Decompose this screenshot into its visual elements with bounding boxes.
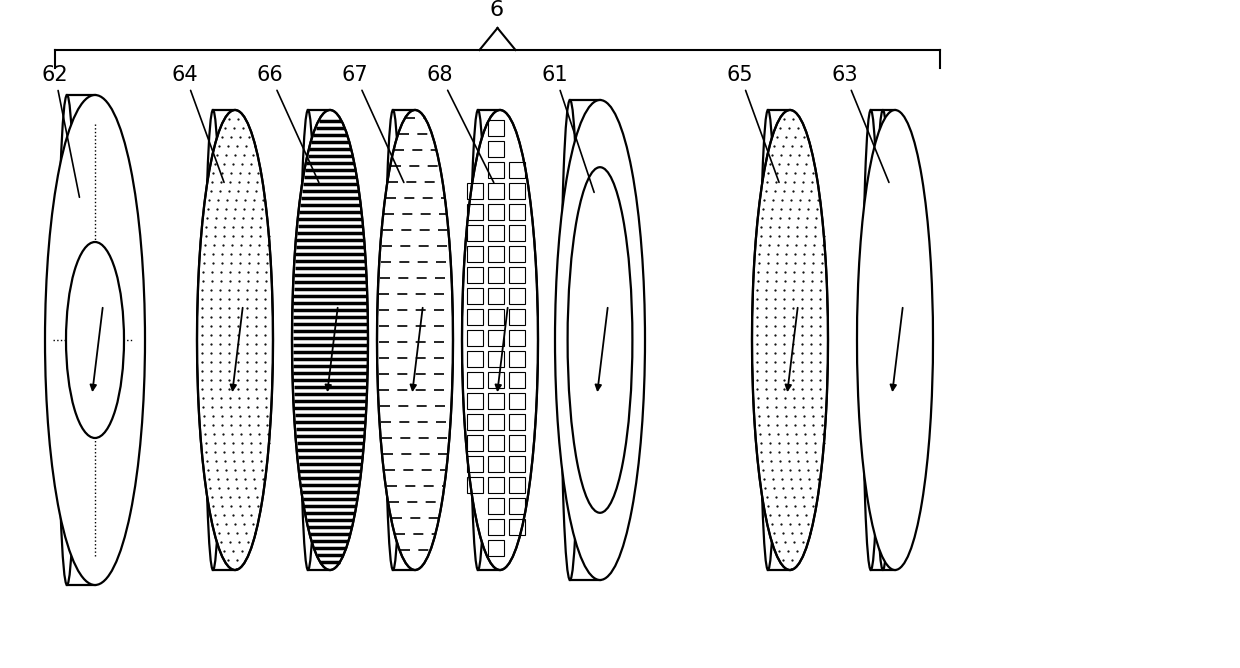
Bar [489, 519, 503, 535]
Bar [489, 540, 503, 556]
Bar [489, 351, 503, 367]
Text: 63: 63 [832, 65, 889, 182]
Ellipse shape [45, 95, 145, 585]
Bar [489, 456, 503, 472]
Bar [508, 246, 525, 262]
Bar [489, 225, 503, 241]
Bar [467, 351, 484, 367]
Ellipse shape [556, 100, 645, 580]
Ellipse shape [568, 167, 632, 513]
Ellipse shape [857, 110, 932, 570]
Bar [508, 519, 525, 535]
Bar [508, 309, 525, 325]
Bar [467, 309, 484, 325]
Ellipse shape [197, 110, 273, 570]
Bar [508, 435, 525, 451]
Bar [508, 351, 525, 367]
Bar [489, 498, 503, 514]
Text: 65: 65 [727, 65, 779, 182]
Bar [508, 330, 525, 346]
Bar [489, 120, 503, 136]
Bar [467, 267, 484, 283]
Bar [467, 477, 484, 493]
Bar [508, 288, 525, 304]
Bar [508, 225, 525, 241]
Bar [508, 183, 525, 199]
Bar [489, 288, 503, 304]
Bar [508, 393, 525, 409]
Bar [467, 225, 484, 241]
Bar [489, 204, 503, 220]
Ellipse shape [463, 110, 538, 570]
Bar [489, 246, 503, 262]
Ellipse shape [751, 110, 828, 570]
Bar [489, 372, 503, 388]
Bar [489, 267, 503, 283]
Bar [467, 330, 484, 346]
Bar [489, 477, 503, 493]
Bar [467, 435, 484, 451]
Bar [489, 393, 503, 409]
Bar [467, 183, 484, 199]
Text: 62: 62 [42, 65, 79, 197]
Bar [508, 204, 525, 220]
Bar [489, 183, 503, 199]
Text: 67: 67 [342, 65, 404, 182]
Text: 68: 68 [427, 65, 494, 182]
Ellipse shape [291, 110, 368, 570]
Bar [467, 204, 484, 220]
Bar [508, 477, 525, 493]
Bar [508, 414, 525, 430]
Ellipse shape [377, 110, 453, 570]
Bar [467, 456, 484, 472]
Bar [489, 162, 503, 178]
Text: 66: 66 [257, 65, 319, 182]
Ellipse shape [66, 242, 124, 438]
Bar [508, 267, 525, 283]
Bar [467, 414, 484, 430]
Bar [489, 414, 503, 430]
Bar [467, 372, 484, 388]
Bar [467, 288, 484, 304]
Bar [489, 330, 503, 346]
Bar [508, 372, 525, 388]
Bar [489, 435, 503, 451]
Text: 6: 6 [490, 0, 505, 20]
Bar [508, 456, 525, 472]
Bar [508, 162, 525, 178]
Text: 61: 61 [542, 65, 594, 192]
Bar [508, 498, 525, 514]
Bar [489, 309, 503, 325]
Bar [467, 393, 484, 409]
Bar [489, 141, 503, 157]
Bar [467, 246, 484, 262]
Text: 64: 64 [171, 65, 224, 182]
